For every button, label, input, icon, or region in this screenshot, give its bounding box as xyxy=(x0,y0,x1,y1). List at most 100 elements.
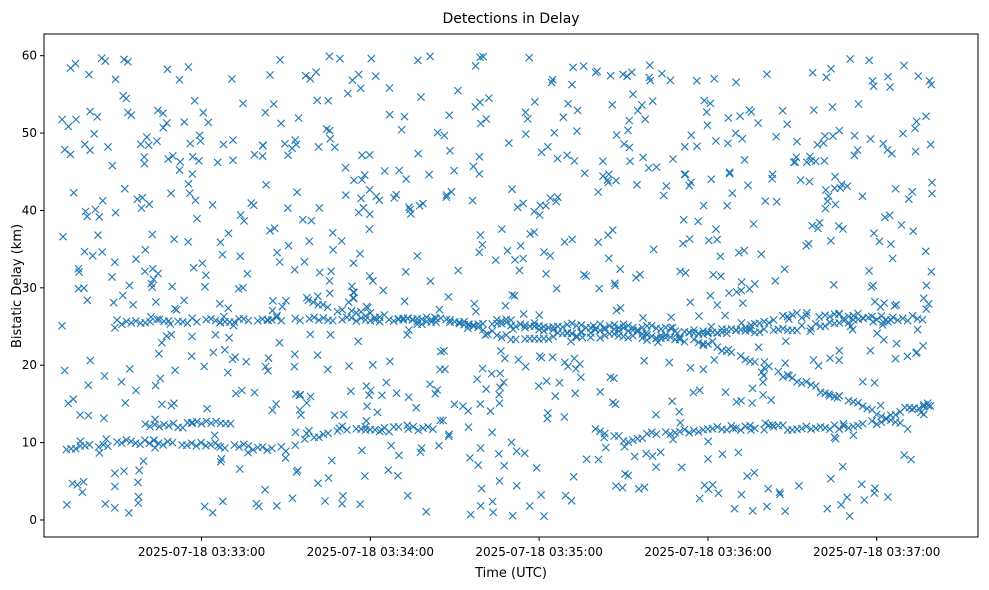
data-point xyxy=(898,314,907,323)
data-point xyxy=(716,252,725,261)
data-point xyxy=(826,354,834,363)
data-point xyxy=(347,306,356,315)
data-point xyxy=(769,315,778,324)
data-point xyxy=(661,330,670,339)
data-point xyxy=(159,109,167,118)
data-point xyxy=(291,428,300,437)
data-point xyxy=(159,440,168,449)
data-point xyxy=(762,502,771,511)
data-point xyxy=(259,141,267,150)
data-point xyxy=(843,182,852,191)
data-point xyxy=(345,362,353,370)
data-point xyxy=(886,83,894,92)
data-point xyxy=(539,322,548,331)
x-axis: 2025-07-18 03:33:00 2025-07-18 03:34:00 20… xyxy=(138,537,940,559)
y-axis: 0 10 20 30 40 50 60 xyxy=(22,49,44,527)
data-point xyxy=(356,500,365,509)
data-point xyxy=(261,108,270,117)
data-point xyxy=(747,108,756,116)
data-point xyxy=(805,177,814,186)
data-point xyxy=(844,396,853,405)
data-point xyxy=(59,232,67,241)
data-point xyxy=(572,127,581,136)
data-point xyxy=(681,170,690,179)
data-point xyxy=(103,442,112,451)
data-point xyxy=(754,343,763,352)
data-point xyxy=(870,297,879,306)
data-point xyxy=(724,114,733,122)
data-point xyxy=(309,298,318,307)
data-point xyxy=(724,345,733,354)
data-point xyxy=(741,355,750,364)
data-point xyxy=(244,448,252,457)
data-point xyxy=(712,225,720,234)
data-point xyxy=(176,157,185,166)
data-point xyxy=(313,292,322,301)
data-point xyxy=(748,506,757,515)
data-point xyxy=(870,378,879,387)
data-point xyxy=(403,491,412,500)
data-point xyxy=(283,204,292,213)
data-point xyxy=(612,306,621,315)
data-point xyxy=(740,155,749,164)
data-point xyxy=(891,184,900,193)
data-point xyxy=(326,134,335,143)
data-point xyxy=(699,201,708,210)
data-point xyxy=(513,203,522,212)
data-point xyxy=(412,403,421,412)
data-point xyxy=(188,170,197,178)
data-point xyxy=(244,442,253,450)
data-point xyxy=(808,68,817,77)
data-point xyxy=(109,298,118,307)
data-point xyxy=(335,54,344,63)
data-point xyxy=(644,164,653,172)
data-point xyxy=(813,140,822,149)
data-point xyxy=(415,201,424,210)
data-point xyxy=(679,215,688,224)
data-point xyxy=(802,311,811,320)
data-point xyxy=(718,450,727,459)
data-point xyxy=(926,140,935,149)
data-point xyxy=(137,204,146,212)
data-point xyxy=(264,354,273,363)
data-point xyxy=(160,420,168,429)
data-point xyxy=(580,169,589,178)
data-point xyxy=(646,76,655,85)
data-point xyxy=(571,389,580,398)
data-point xyxy=(778,106,787,115)
data-point xyxy=(596,333,605,342)
data-point xyxy=(385,357,394,366)
data-point xyxy=(734,448,743,457)
data-point xyxy=(356,84,365,93)
data-point xyxy=(764,484,773,493)
data-point xyxy=(722,325,731,334)
data-point xyxy=(188,332,196,341)
data-point xyxy=(180,118,189,127)
data-point xyxy=(680,142,689,151)
data-point xyxy=(123,57,132,66)
data-point xyxy=(58,321,66,330)
data-point xyxy=(642,449,651,458)
data-point xyxy=(826,474,835,483)
data-point xyxy=(460,317,469,326)
data-point xyxy=(347,282,356,291)
data-point xyxy=(560,358,569,367)
data-point xyxy=(276,55,285,64)
data-point xyxy=(168,438,177,447)
data-point xyxy=(560,413,569,421)
data-point xyxy=(95,448,104,457)
data-point xyxy=(140,153,149,161)
data-point xyxy=(319,430,328,439)
data-point xyxy=(519,199,528,208)
data-point xyxy=(521,362,530,371)
data-point xyxy=(536,201,545,210)
data-point xyxy=(90,129,99,138)
data-point xyxy=(442,191,451,200)
data-point xyxy=(434,441,443,450)
data-point xyxy=(140,267,149,276)
data-point xyxy=(908,405,916,414)
data-point xyxy=(275,258,284,266)
data-point xyxy=(101,57,110,66)
data-point xyxy=(671,428,680,437)
data-point xyxy=(389,317,398,325)
